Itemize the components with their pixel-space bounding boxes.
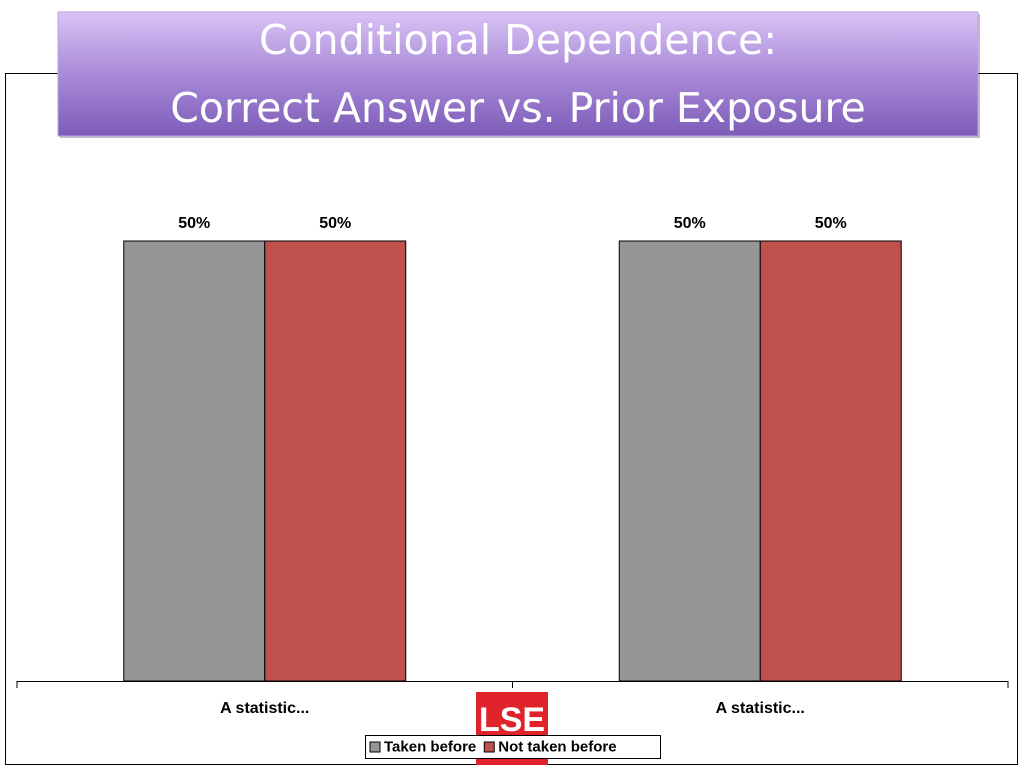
bar: [759, 240, 902, 682]
legend-label: Not taken before: [498, 738, 616, 755]
data-label: 50%: [815, 215, 847, 232]
data-label: 50%: [319, 215, 351, 232]
legend-swatch: [369, 741, 381, 753]
logo: LSE: [479, 701, 545, 739]
legend-box: [365, 735, 661, 759]
x-tick-label: A statistic...: [716, 700, 805, 717]
x-tick-label: A statistic...: [220, 700, 309, 717]
bar: [264, 240, 407, 682]
legend-swatch: [483, 741, 495, 753]
bar: [123, 240, 266, 682]
data-label: 50%: [674, 215, 706, 232]
title-line: Correct Answer vs. Prior Exposure: [170, 84, 865, 132]
bar: [618, 240, 761, 682]
data-label: 50%: [178, 215, 210, 232]
title-box: [57, 11, 979, 137]
title-line: Conditional Dependence:: [259, 16, 777, 64]
legend-label: Taken before: [384, 738, 476, 755]
